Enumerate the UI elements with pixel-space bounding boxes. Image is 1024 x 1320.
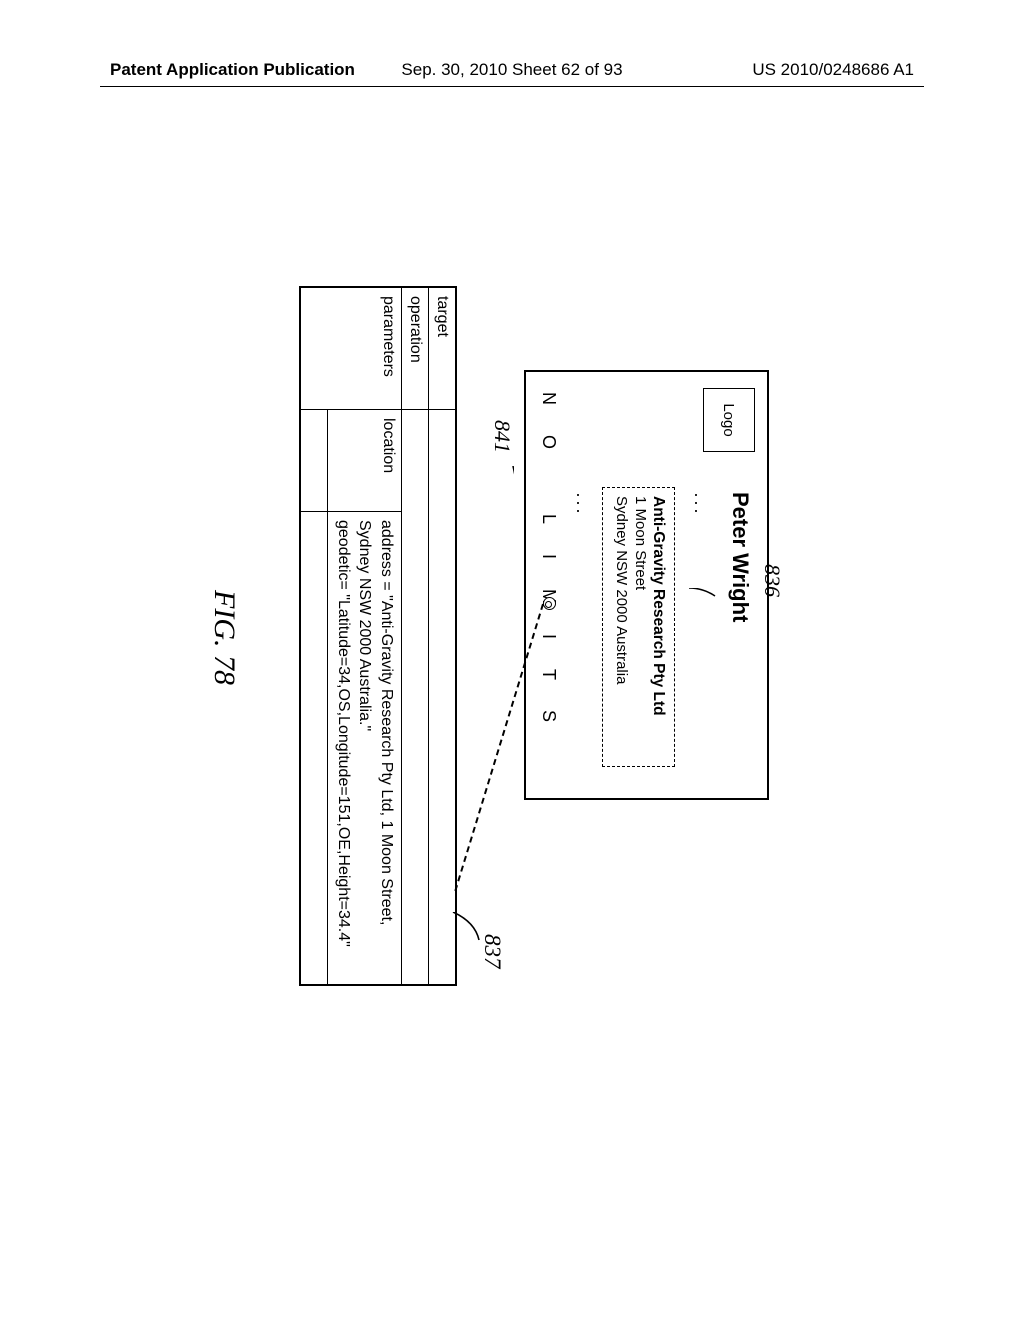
ref-837: 837 <box>479 934 505 969</box>
header-rule <box>100 86 924 87</box>
param-location-label: location <box>328 410 401 512</box>
row-label-operation: operation <box>402 288 428 410</box>
dots-icon: ··· <box>568 492 589 516</box>
addr-line2: 1 Moon Street <box>630 496 649 758</box>
row-label-parameters: parameters <box>301 288 401 410</box>
business-card: Logo Peter Wright ··· Anti-Gravity Resea… <box>524 370 769 800</box>
logo-box: Logo <box>703 388 755 452</box>
ref-841: 841 <box>489 420 515 453</box>
card-name: Peter Wright <box>727 492 753 622</box>
empty-cell <box>301 512 327 984</box>
addr-line1: Anti-Gravity Research Pty Ltd <box>649 496 668 758</box>
leader-line-icon <box>687 588 717 644</box>
figure: Logo Peter Wright ··· Anti-Gravity Resea… <box>174 270 779 1030</box>
parameters-inner: location address = "Anti-Gravity Researc… <box>301 410 401 984</box>
header-right: US 2010/0248686 A1 <box>752 60 914 80</box>
header-center: Sep. 30, 2010 Sheet 62 of 93 <box>401 60 622 80</box>
hyperlink-spot-icon <box>543 597 556 610</box>
row-value-target <box>429 410 455 984</box>
hyperlink-table: target operation parameters location add… <box>299 286 457 986</box>
empty-cell <box>301 410 327 512</box>
header-left: Patent Application Publication <box>110 60 355 79</box>
row-label-target: target <box>429 288 455 410</box>
dots-icon: ··· <box>686 492 707 516</box>
figure-caption: FIG. 78 <box>207 590 241 685</box>
ref-836: 836 <box>759 564 785 597</box>
card-footer: NO LIMITS <box>538 392 559 752</box>
param-geodetic: geodetic= "Latitude=34,OS,Longitude=151,… <box>332 520 354 976</box>
row-value-operation <box>402 410 428 984</box>
addr-line3: Sydney NSW 2000 Australia <box>611 496 630 758</box>
param-address: address = "Anti-Gravity Research Pty Ltd… <box>354 520 397 976</box>
leader-line-icon <box>512 466 514 594</box>
address-block: Anti-Gravity Research Pty Ltd 1 Moon Str… <box>602 487 675 767</box>
